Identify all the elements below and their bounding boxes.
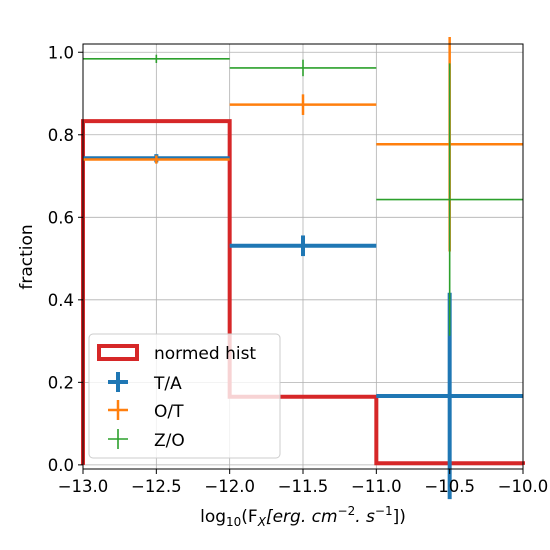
x-tick-label: −10.0 (498, 477, 549, 496)
x-axis-label-units: [erg. cm (266, 507, 338, 527)
x-tick-label: −11.5 (278, 477, 329, 496)
legend-box (88, 333, 281, 459)
x-tick-label: −10.5 (424, 477, 475, 496)
x-tick-label: −12.0 (204, 477, 255, 496)
y-tick-label: 0.0 (48, 456, 74, 475)
x-axis-label-log: log (200, 507, 226, 527)
axis-ticks: −13.0 −12.5 −12.0 −11.5 −11.0 −10.5 −10.0 0.0 0.… (48, 43, 549, 496)
legend-label-zo: Z/O (154, 431, 185, 451)
x-tick-label: −11.0 (351, 477, 402, 496)
x-tick-label: −12.5 (131, 477, 182, 496)
series-zo-group (83, 54, 523, 336)
x-axis-label: log10(FX[erg. cm−2. s−1]) (200, 504, 406, 529)
legend-marker-ot (108, 400, 128, 420)
x-axis-label-close: ]) (393, 507, 406, 527)
legend-swatch-hist (97, 344, 139, 361)
legend: normed hist T/A O/T Z/O (88, 333, 281, 459)
y-tick-label: 0.4 (48, 291, 74, 310)
x-axis-label-exp1: −2 (338, 504, 356, 518)
legend-label-hist: normed hist (154, 344, 256, 364)
legend-marker-ta (108, 372, 128, 392)
x-axis-label-open: (F (241, 507, 257, 527)
hist-step-line (81, 119, 525, 466)
y-axis-label: fraction (17, 224, 37, 289)
y-tick-label: 0.2 (48, 373, 74, 392)
y-tick-label: 0.8 (48, 126, 74, 145)
legend-label-ot: O/T (154, 402, 184, 422)
x-axis-label-sub: X (257, 515, 267, 529)
y-tick-label: 0.6 (48, 208, 74, 227)
x-tick-label: −13.0 (58, 477, 109, 496)
plot-area (81, 36, 525, 500)
x-axis-label-units2: . s (355, 507, 375, 527)
y-tick-label: 1.0 (48, 43, 74, 62)
legend-label-ta: T/A (153, 374, 182, 394)
x-axis-label-log-base: 10 (226, 515, 241, 529)
x-axis-label-exp2: −1 (375, 504, 393, 518)
legend-marker-zo (108, 429, 128, 449)
